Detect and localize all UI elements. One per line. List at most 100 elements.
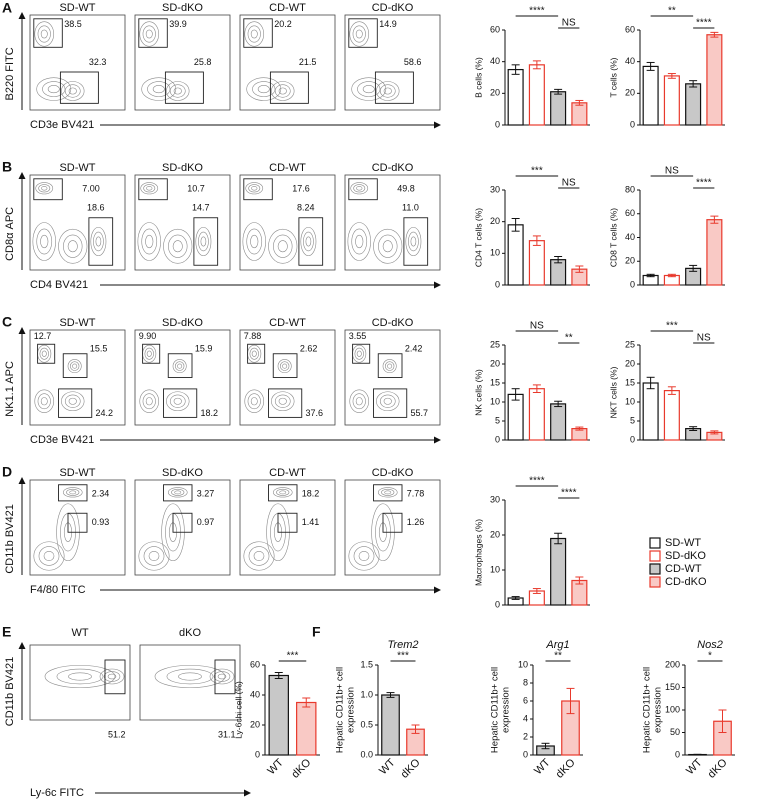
bar: [685, 83, 702, 126]
error-bar: [274, 672, 283, 679]
gate: [172, 512, 193, 533]
contour: [143, 546, 165, 566]
plot-frame: [344, 479, 441, 576]
contour: [61, 391, 85, 412]
gate: [164, 71, 204, 104]
contour: [40, 234, 49, 249]
bar: [507, 393, 524, 441]
gate-percent: 11.0: [402, 203, 419, 213]
y-axis-label: CD8 T cells (%): [608, 208, 618, 267]
gate-percent: 14.9: [379, 19, 397, 29]
gate-percent: 1.41: [302, 517, 320, 527]
gate: [59, 71, 99, 104]
contour: [387, 363, 393, 369]
y-axis-label: expression: [346, 687, 357, 733]
y-axis-label: NK1.1 APC: [4, 361, 16, 417]
y-axis-label: Macrophages (%): [473, 519, 483, 586]
contour: [282, 363, 288, 369]
gate-percent: 55.7: [411, 408, 429, 418]
y-tick-label: 25: [625, 339, 635, 349]
error-bar: [575, 576, 584, 585]
contour: [242, 222, 266, 261]
contour: [279, 490, 287, 495]
gate: [268, 484, 298, 502]
gate: [163, 484, 193, 502]
contour: [37, 25, 51, 43]
significance-label: ****: [529, 6, 545, 17]
contour: [383, 397, 392, 405]
contour: [142, 393, 156, 410]
contour: [69, 361, 80, 371]
contour: [166, 668, 214, 685]
error-bar: [575, 99, 584, 106]
gate-percent: 24.2: [96, 408, 114, 418]
plot-frame: [29, 479, 126, 576]
contour: [251, 186, 258, 191]
contour: [143, 184, 156, 193]
contour: [177, 363, 183, 369]
contour: [146, 186, 153, 191]
error-bar: [575, 426, 584, 431]
error-bar: [411, 724, 420, 734]
y-tick-label: 0: [255, 749, 260, 759]
y-axis-label: expression: [501, 687, 512, 733]
y-tick-label: 8: [523, 677, 528, 687]
contour: [67, 359, 82, 374]
plot-frame: [139, 644, 241, 721]
contour: [39, 347, 49, 360]
y-tick-label: 0: [630, 434, 635, 444]
bar: [528, 240, 545, 286]
x-axis-label: CD3e BV421: [30, 119, 94, 131]
x-tick-label: dKO: [289, 756, 313, 780]
gate-percent: 15.5: [90, 343, 108, 353]
contour: [68, 87, 77, 95]
contour: [273, 234, 293, 258]
error-bar: [541, 742, 550, 750]
contour: [213, 671, 231, 682]
error-bar: [667, 73, 676, 79]
contour: [279, 361, 290, 371]
contour: [99, 668, 125, 685]
gate: [67, 512, 88, 533]
contour: [354, 347, 364, 360]
contour: [66, 488, 80, 496]
contour: [172, 240, 183, 253]
gate-percent: 15.9: [195, 343, 213, 353]
error-bar: [646, 273, 655, 278]
x-axis-label: CD3e BV421: [30, 434, 94, 446]
legend-label: CD-WT: [665, 563, 702, 575]
gate: [33, 18, 63, 48]
y-tick-label: 20: [250, 719, 260, 729]
plot-title: SD-WT: [59, 2, 95, 14]
contour: [195, 226, 212, 257]
significance-label: *: [708, 651, 712, 662]
error-bar: [646, 376, 655, 390]
gate-percent: 3.55: [349, 331, 367, 341]
x-tick-label: WT: [532, 756, 553, 777]
y-tick-label: 5: [495, 415, 500, 425]
gate: [167, 353, 193, 378]
y-axis-label: B220 FITC: [4, 47, 16, 100]
contour: [381, 488, 395, 496]
contour: [169, 394, 186, 408]
error-bar: [710, 31, 719, 38]
significance-label: ****: [696, 178, 712, 189]
contour: [379, 394, 396, 408]
y-tick-label: 100: [665, 704, 680, 714]
plot-frame: [239, 174, 336, 271]
bar: [550, 259, 567, 286]
x-tick-label: WT: [684, 756, 705, 777]
bar: [528, 64, 545, 126]
y-tick-label: 20: [490, 358, 500, 368]
plot-frame: [134, 479, 231, 576]
gate: [348, 18, 378, 48]
gate: [142, 343, 161, 364]
plot-frame: [29, 644, 131, 721]
contour: [173, 87, 182, 95]
significance-label: **: [554, 651, 562, 662]
significance-label: **: [565, 333, 573, 344]
plot-frame: [239, 14, 336, 111]
error-bar: [575, 265, 584, 273]
contour: [93, 231, 104, 252]
